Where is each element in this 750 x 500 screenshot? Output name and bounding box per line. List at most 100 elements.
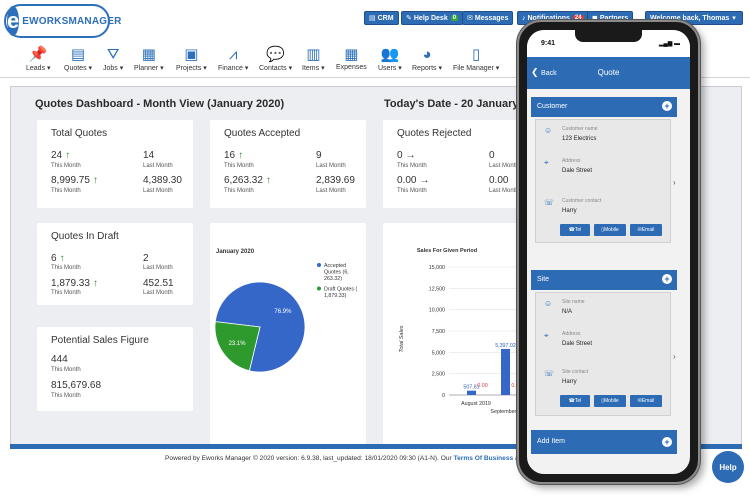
legend-marker: [317, 263, 321, 267]
customer-section-header[interactable]: Customer +: [531, 97, 677, 117]
mobile-button[interactable]: ▯ Mobile: [594, 395, 626, 407]
arrow-up-icon: ↑: [92, 175, 98, 186]
plus-icon[interactable]: +: [662, 274, 672, 284]
calendar-icon: ▦: [141, 46, 156, 63]
email-button[interactable]: ✉ Email: [630, 224, 662, 236]
pie-slice: [214, 321, 261, 372]
card-title: Quotes Accepted: [224, 128, 301, 139]
card-pie-chart: January 2020 76.9% 23.1% Accepted Quotes (…: [210, 223, 366, 445]
nav-item-projects[interactable]: ▣ Projects ▾: [176, 46, 207, 72]
nav-item-file-manager[interactable]: ▯ File Manager ▾: [453, 46, 500, 72]
card-title: Quotes Rejected: [397, 128, 472, 139]
contact-icon: ☏: [544, 198, 555, 207]
users-icon: 👥: [380, 46, 400, 63]
pie-title: January 2020: [216, 249, 255, 255]
legend-marker: [317, 286, 321, 291]
card-quotes-accepted: Quotes Accepted 16 ↑ This Month 9 Last Mo…: [210, 120, 366, 208]
tel-button[interactable]: ☎ Tel: [560, 224, 590, 236]
bar-chart: Sales For Given Period Total Sales 0 2,50…: [399, 248, 539, 415]
calculator-icon: ▦: [344, 46, 359, 63]
bar-data-label: 507.81: [463, 385, 479, 391]
site-card: ☺ Site name N/A ⌖ Address Dale Street ☏ …: [535, 292, 671, 416]
count-this-month: 24 ↑: [51, 150, 71, 161]
legend-label: Draft Quotes (1,879.33): [324, 287, 357, 300]
card-title: Potential Sales Figure: [51, 335, 149, 346]
nav-item-reports[interactable]: ◕ Reports ▾: [412, 46, 442, 72]
location-icon: ⌖: [544, 158, 549, 167]
card-quotes-rejected: Quotes Rejected 0 → This Month 0 Last Mon…: [383, 120, 539, 208]
nav-item-contacts[interactable]: 💬 Contacts ▾: [259, 46, 293, 72]
help-button[interactable]: Help: [712, 451, 744, 483]
count-last-month: 14: [143, 150, 155, 161]
logo[interactable]: e EWORKSMANAGER: [4, 4, 121, 38]
terms-link[interactable]: Terms Of Business: [453, 455, 514, 462]
chevron-down-icon: ▾: [732, 15, 736, 22]
nav-item-finance[interactable]: ⩘ Finance ▾: [218, 46, 249, 72]
customer-card: ☺ Customer name 123 Electrics ⌖ Address …: [535, 119, 671, 243]
arrow-right-icon: →: [419, 175, 430, 186]
arrow-up-icon: ↑: [265, 175, 271, 186]
nav-item-planner[interactable]: ▦ Planner ▾: [134, 46, 164, 72]
arrow-up-icon: ↑: [65, 150, 71, 161]
y-tick-label: 15,000: [429, 265, 445, 271]
person-icon: ☺: [544, 126, 553, 135]
pie-icon: ◕: [422, 46, 432, 63]
mobile-button[interactable]: ▯ Mobile: [594, 224, 626, 236]
nav-item-users[interactable]: 👥 Users ▾: [378, 46, 402, 72]
footer: Powered by Eworks Manager © 2020 version…: [165, 455, 519, 462]
crm-button[interactable]: ▤ CRM: [364, 11, 399, 25]
helpdesk-button[interactable]: ✎ Help Desk 0: [401, 11, 464, 25]
arrow-up-icon: ↑: [59, 253, 65, 264]
bar: [501, 348, 510, 395]
back-button[interactable]: ❮ Back: [531, 67, 557, 77]
partners-icon: ◼: [592, 15, 598, 22]
chevron-right-icon[interactable]: ›: [673, 352, 676, 361]
x-tick-label: September 2019: [490, 409, 529, 415]
x-tick-label: August 2019: [461, 401, 491, 407]
chevron-right-icon[interactable]: ›: [673, 178, 676, 187]
nav-item-quotes[interactable]: ▤ Quotes ▾: [64, 46, 93, 72]
bar-ylabel: Total Sales: [399, 325, 405, 352]
todays-date: Today's Date - 20 January 2: [384, 98, 528, 110]
envelope-icon: ✉: [467, 15, 473, 22]
add-item-header[interactable]: Add Item +: [531, 430, 677, 454]
document-icon: ▤: [70, 46, 86, 63]
logo-text: EWORKSMANAGER: [22, 15, 122, 27]
card-potential-sales: Potential Sales Figure 444 This Month 81…: [37, 327, 193, 411]
y-tick-label: 7,500: [432, 329, 445, 335]
pie-slice-label: 23.1%: [229, 341, 247, 347]
nav-item-expenses[interactable]: ▦ Expenses: [336, 46, 367, 71]
site-section-header[interactable]: Site +: [531, 270, 677, 290]
location-icon: ⌖: [544, 331, 549, 340]
arrow-up-icon: ↑: [238, 150, 244, 161]
card-bar-chart: Sales For Given Period Total Sales 0 2,50…: [383, 223, 539, 445]
plus-icon[interactable]: +: [662, 437, 672, 447]
phone-screen: 9:41 ▂▄▆ ▬ ❮ Back Quote Customer + ☺ Cus…: [527, 30, 690, 474]
phone-mockup: 9:41 ▂▄▆ ▬ ❮ Back Quote Customer + ☺ Cus…: [517, 20, 700, 484]
card-total-quotes: Total Quotes 24 ↑ This Month 14 Last Mont…: [37, 120, 193, 208]
chat-icon: 💬: [266, 46, 285, 63]
pie-chart: January 2020 76.9% 23.1% Accepted Quotes (…: [214, 249, 357, 373]
phone-time: 9:41: [541, 40, 556, 47]
email-button[interactable]: ✉ Email: [630, 395, 662, 407]
value-last-month: 4,389.30: [143, 175, 182, 186]
tel-button[interactable]: ☎ Tel: [560, 395, 590, 407]
messages-button[interactable]: ✉ Messages: [462, 11, 514, 25]
card-title: Quotes In Draft: [51, 231, 119, 242]
nav-item-items[interactable]: ▥ Items ▾: [302, 46, 325, 72]
bar-data-label: 5,397.02: [495, 343, 516, 349]
nav-item-leads[interactable]: 📌 Leads ▾: [26, 46, 51, 72]
bar-title: Sales For Given Period: [417, 248, 477, 254]
crm-icon: ▤: [369, 15, 376, 22]
pin-icon: ✎: [406, 15, 412, 22]
arrow-up-icon: ↑: [92, 278, 98, 289]
y-tick-label: 2,500: [432, 372, 445, 378]
nav-item-jobs[interactable]: ⛛ Jobs ▾: [103, 46, 124, 72]
briefcase-icon: ▣: [184, 46, 199, 63]
bar-data-label: 0.00: [477, 383, 487, 389]
site-icon: ☺: [544, 299, 553, 308]
pin-icon: 📌: [28, 46, 48, 63]
plus-icon[interactable]: +: [662, 101, 672, 111]
bar-data-label: 0.00: [511, 383, 521, 389]
signal-battery-icon: ▂▄▆ ▬: [658, 41, 680, 47]
